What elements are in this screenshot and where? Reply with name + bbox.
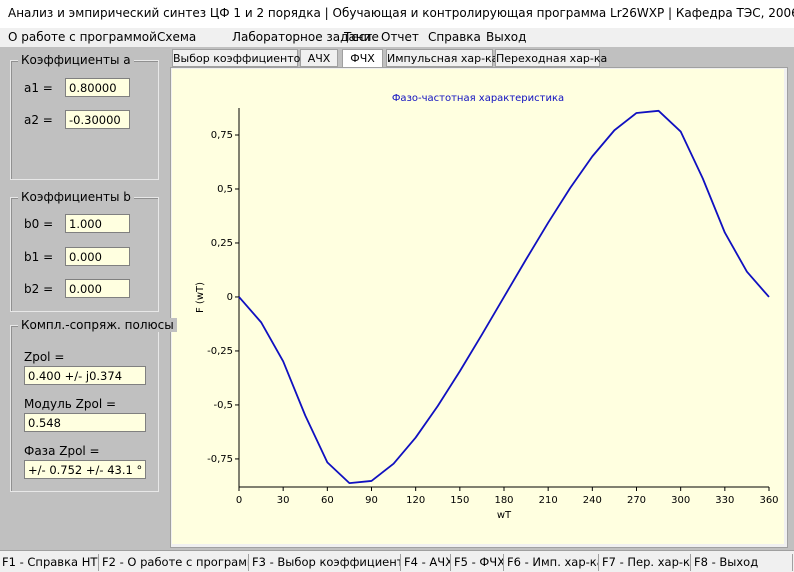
plot-background <box>172 69 784 544</box>
y-tick-label: -0,25 <box>207 346 233 357</box>
window-title: Анализ и эмпирический синтез ЦФ 1 и 2 по… <box>8 6 794 20</box>
x-tick-label: 30 <box>277 495 290 506</box>
field-label: b0 = <box>24 217 54 231</box>
title-bar: Анализ и эмпирический синтез ЦФ 1 и 2 по… <box>0 0 794 28</box>
field-label: b1 = <box>24 249 54 264</box>
status-item[interactable]: F6 - Имп. хар-ка <box>507 554 599 571</box>
line <box>238 109 770 485</box>
y-tick-label: 0,5 <box>217 184 233 195</box>
output-field: +/- 0.752 +/- 43.1 ° <box>24 460 146 479</box>
x-tick-label: 240 <box>583 495 602 506</box>
field-label: a1 = <box>24 81 53 95</box>
tab[interactable]: Импульсная хар-ка <box>386 49 498 67</box>
menu-item[interactable]: Отчет <box>381 30 419 44</box>
field-label: Zpol = <box>24 350 65 364</box>
menu-bar: О работе с программой Схема Лабораторное з… <box>0 28 794 47</box>
menu-item[interactable]: Справка <box>428 30 481 44</box>
status-item[interactable]: F1 - Справка HTML <box>2 554 99 571</box>
x-tick-label: 60 <box>321 495 334 506</box>
y-axis-label: F (wT) <box>195 282 206 313</box>
input-field[interactable]: 1.000 <box>65 214 130 233</box>
field-label: b2 = <box>24 282 54 296</box>
input-field[interactable]: 0.000 <box>65 246 130 266</box>
x-tick-label: 360 <box>759 495 778 506</box>
group-title: Компл.-сопряж. полюсы <box>18 318 177 332</box>
y-tick-label: -0,5 <box>213 400 233 411</box>
x-tick-label: 180 <box>494 495 513 506</box>
chart: Фазо-частотная характеристика -0,75 -0,5 -0… <box>172 69 784 544</box>
tab[interactable]: АЧХ <box>300 49 338 67</box>
field-label: Фаза Zpol = <box>24 444 100 458</box>
tab[interactable]: Выбор коэффициентов <box>172 49 307 67</box>
y-tick-label: 0 <box>227 292 233 303</box>
status-item[interactable]: F7 - Пер. хар-ка <box>602 554 691 571</box>
input-field[interactable]: 0.80000 <box>65 78 130 97</box>
input-field[interactable]: -0.30000 <box>65 110 130 129</box>
x-tick-label: 300 <box>671 495 690 506</box>
group-title: Коэффициенты b <box>18 190 134 204</box>
output-field: 0.400 +/- j0.374 <box>24 366 146 385</box>
x-tick-label: 210 <box>539 495 558 506</box>
tab[interactable]: Переходная хар-ка <box>495 49 607 67</box>
menu-item[interactable]: Лабораторное задание <box>232 30 379 44</box>
status-item[interactable]: F5 - ФЧХ <box>454 554 504 571</box>
field-label: a2 = <box>24 113 53 127</box>
chart-title: Фазо-частотная характеристика <box>392 93 564 104</box>
y-tick-label: 0,75 <box>211 130 233 141</box>
menu-item[interactable]: Выход <box>486 30 527 44</box>
x-tick-label: 330 <box>715 495 734 506</box>
menu-item[interactable]: Тест <box>344 30 373 44</box>
x-axis-label: wT <box>497 510 512 521</box>
x-tick-label: 270 <box>627 495 646 506</box>
status-bar: F1 - Справка HTMLF2 - О работе с програм… <box>0 550 794 572</box>
x-tick-label: 0 <box>236 495 242 506</box>
x-tick-label: 120 <box>406 495 425 506</box>
tab[interactable]: ФЧХ <box>342 49 383 67</box>
y-tick-label: -0,75 <box>207 454 233 465</box>
x-tick-label: 90 <box>365 495 378 506</box>
y-tick-label: 0,25 <box>211 238 233 249</box>
output-field: 0.548 <box>24 413 146 432</box>
field-label: Модуль Zpol = <box>24 397 117 411</box>
group-title: Коэффициенты a <box>18 53 134 67</box>
menu-item[interactable]: О работе с программой <box>8 30 157 44</box>
status-item[interactable]: F2 - О работе с программой <box>100 554 249 571</box>
input-field[interactable]: 0.000 <box>65 279 130 298</box>
menu-item[interactable]: Схема <box>157 30 197 44</box>
status-item[interactable]: F4 - АЧХ <box>404 554 451 571</box>
status-item[interactable]: F8 - Выход <box>692 554 793 571</box>
x-tick-label: 150 <box>450 495 469 506</box>
status-item[interactable]: F3 - Выбор коэффициентов <box>252 554 401 571</box>
